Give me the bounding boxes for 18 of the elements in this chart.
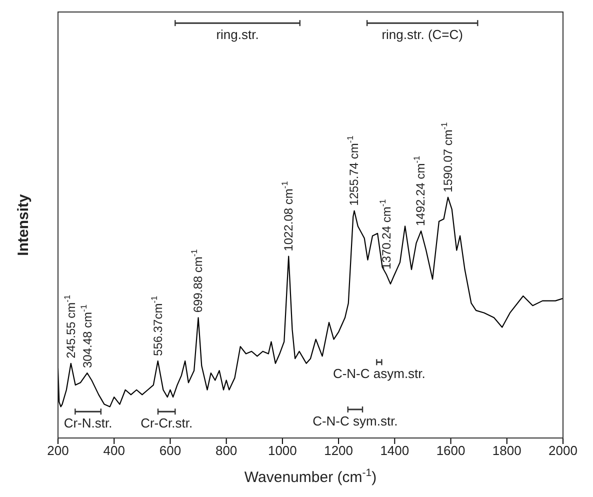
x-tick-label: 800: [215, 443, 238, 458]
x-tick-label: 600: [159, 443, 182, 458]
annotation: C-N-C asym.str.: [332, 366, 426, 382]
x-tick-label: 1000: [268, 443, 297, 458]
x-tick-label: 1400: [380, 443, 410, 458]
x-tick-label: 1200: [324, 443, 354, 458]
x-axis-title: Wavenumber (cm$^{-1}$): [244, 467, 377, 486]
x-tick-label: 2000: [548, 443, 578, 458]
x-tick-label: 1600: [436, 443, 466, 458]
x-tick-label: 1800: [492, 443, 522, 458]
x-tick-label: 400: [103, 443, 125, 458]
y-axis-title: Intensity: [15, 194, 32, 256]
annotation: C-N-C sym.str.: [312, 413, 398, 428]
annotation: Cr-N.str.: [64, 416, 112, 431]
annotation: Cr-Cr.str.: [140, 416, 193, 431]
text: ring.str.: [216, 27, 259, 42]
text: ring.str. (C=C): [382, 27, 463, 42]
x-tick-label: 200: [47, 443, 69, 458]
